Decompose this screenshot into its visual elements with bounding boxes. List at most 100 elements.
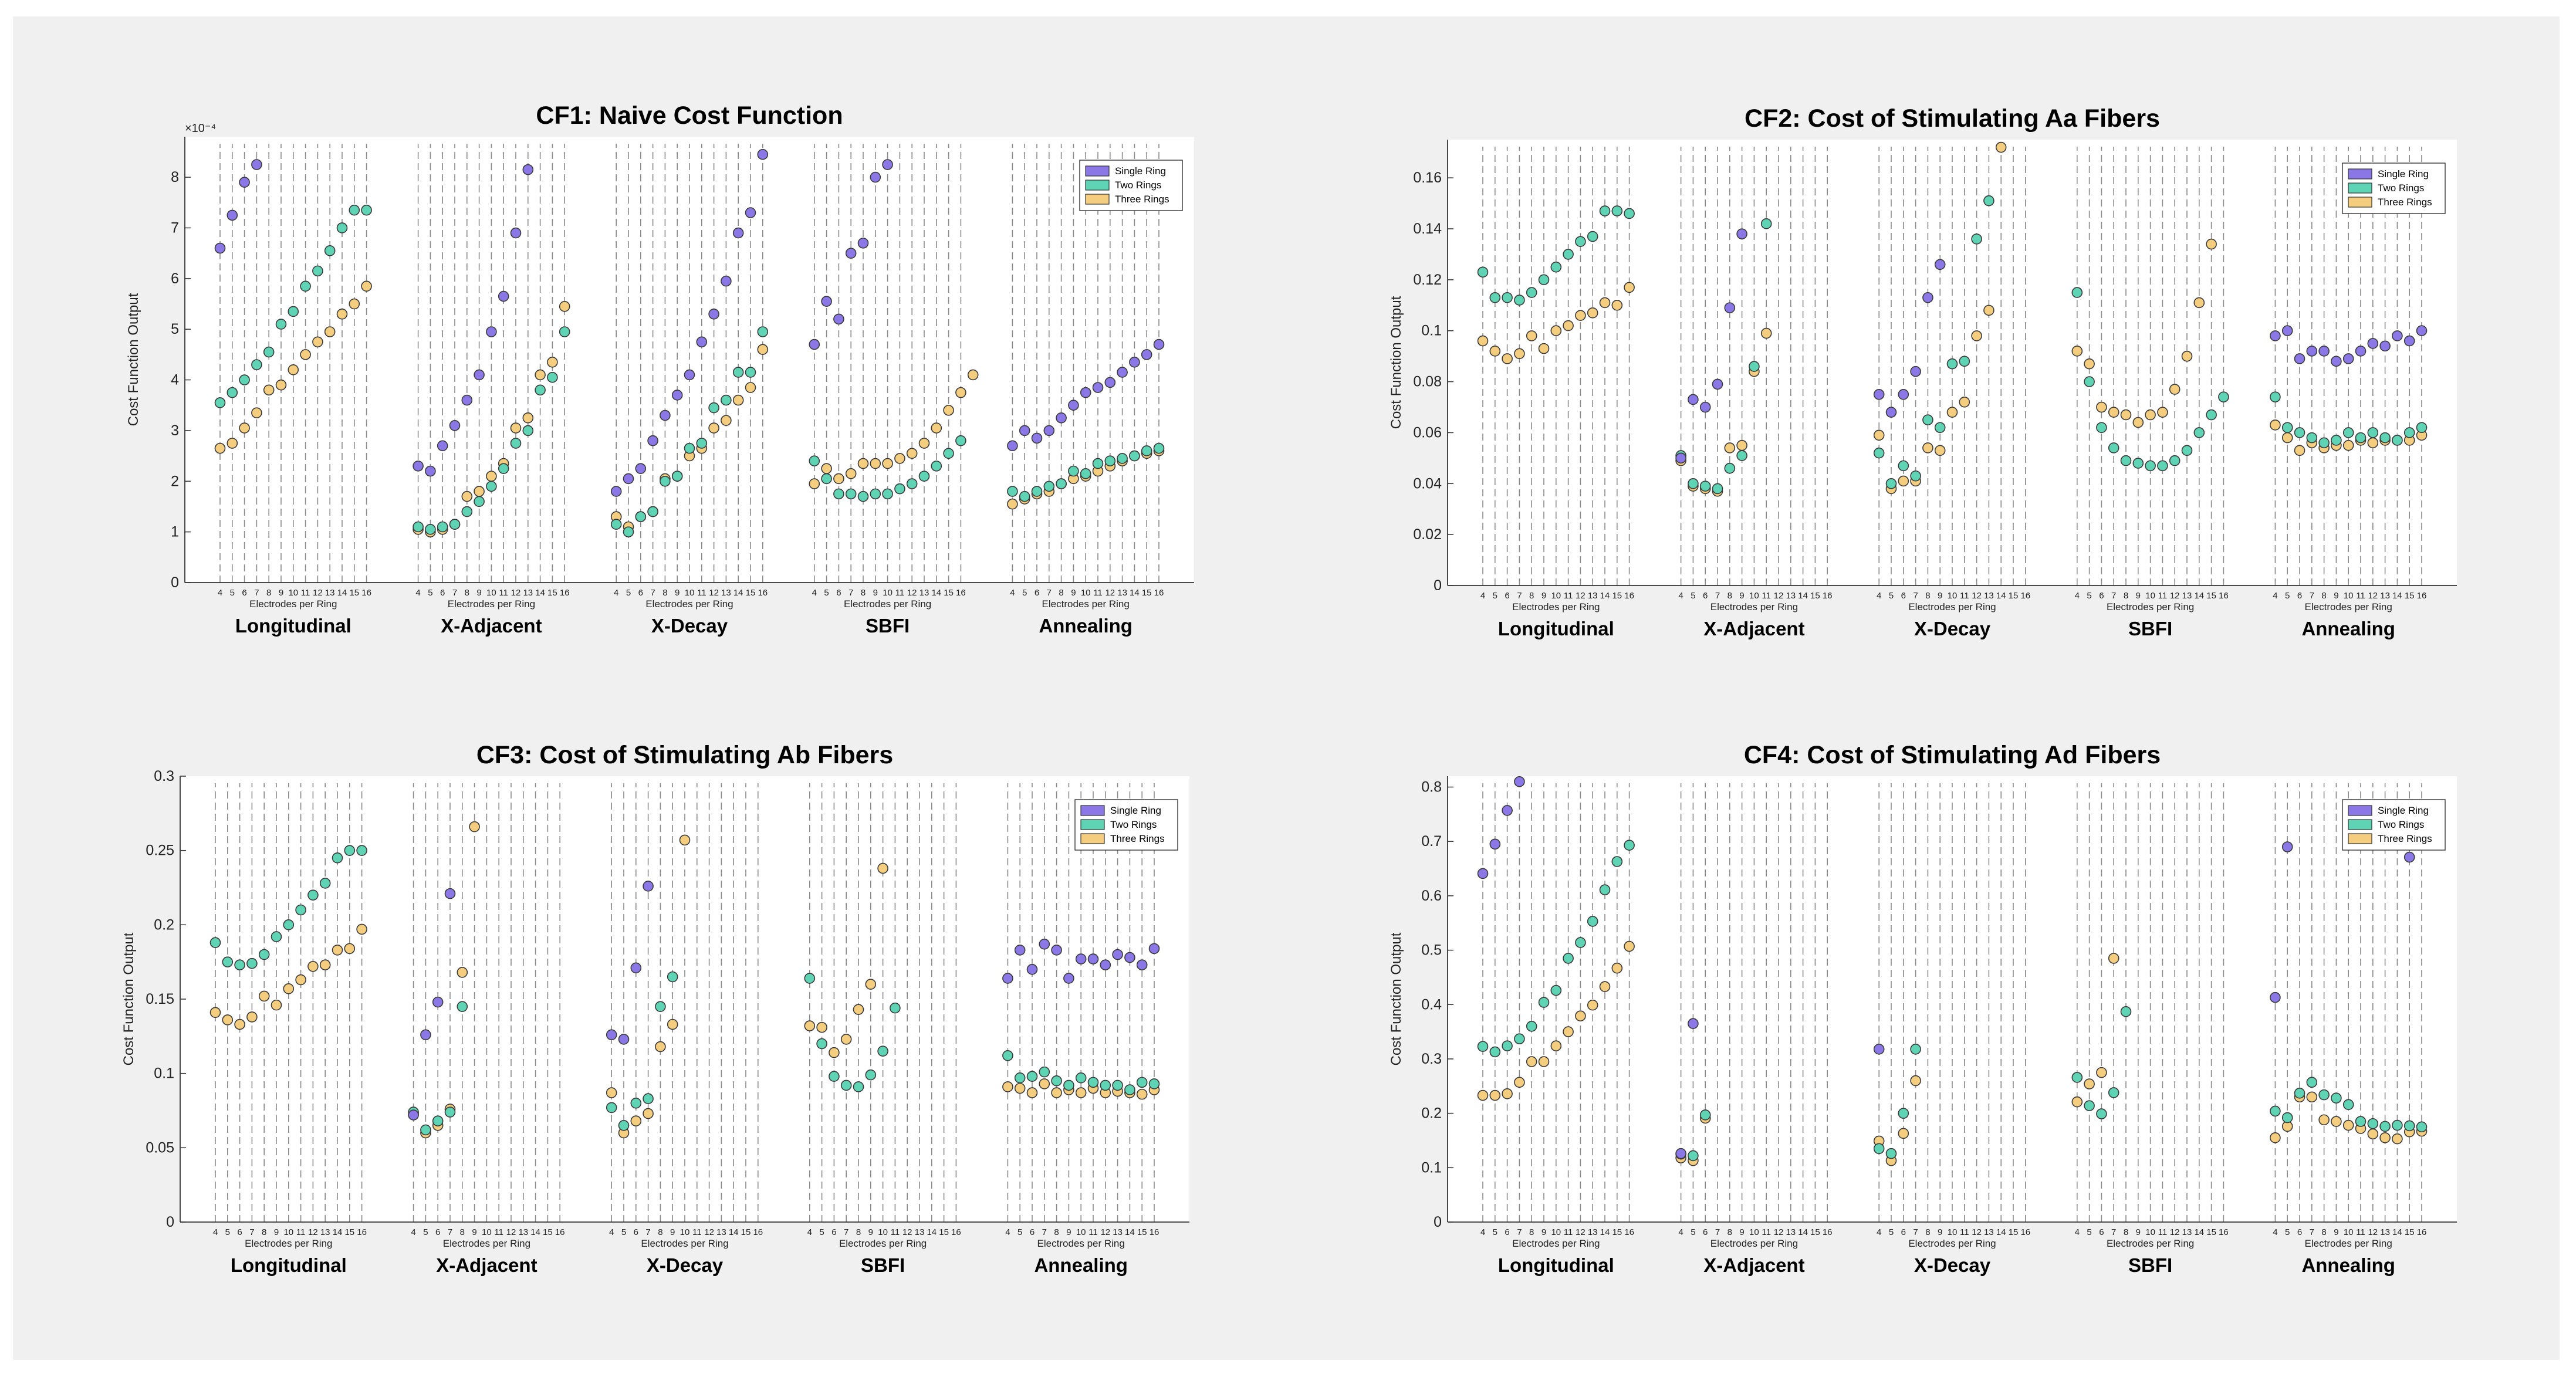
two-rings-point: [1688, 478, 1699, 489]
two-rings-point: [474, 496, 485, 507]
single-ring-point: [1724, 302, 1736, 313]
electrode-tick-label: 16: [956, 588, 966, 598]
electrode-tick-label: 9: [670, 1227, 675, 1237]
single-ring-point: [696, 336, 708, 348]
electrode-tick-label: 7: [249, 1227, 254, 1237]
two-rings-point: [955, 435, 966, 446]
single-ring-point: [1075, 953, 1087, 964]
two-rings-point: [1946, 358, 1958, 370]
electrode-tick-label: 4: [1010, 588, 1015, 598]
electrode-tick-label: 6: [1030, 1227, 1035, 1237]
three-rings-point: [559, 301, 570, 312]
chart-cf3: CF3: Cost of Stimulating Ab Fibers Cost F…: [121, 741, 1189, 1276]
electrode-tick-label: 9: [476, 588, 481, 598]
single-ring-point: [2403, 335, 2415, 347]
two-rings-point: [1611, 856, 1623, 867]
x-axis-label: Electrodes per Ring: [2107, 1238, 2194, 1249]
electrode-tick-label: 4: [1877, 591, 1881, 601]
electrode-tick-label: 8: [2124, 591, 2128, 601]
two-rings-point: [437, 521, 448, 533]
two-rings-point: [1910, 470, 1921, 482]
electrode-tick-label: 14: [535, 588, 545, 598]
two-rings-point: [444, 1106, 456, 1118]
three-rings-point: [931, 422, 942, 434]
electrode-tick-label: 10: [1076, 1227, 1086, 1237]
two-rings-point: [2355, 1116, 2367, 1127]
single-ring-point: [474, 369, 485, 381]
x-axis-label: Electrodes per Ring: [1512, 1238, 1600, 1249]
electrode-tick-label: 8: [2124, 1227, 2128, 1237]
two-rings-point: [2096, 422, 2107, 434]
electrode-tick-label: 13: [1786, 591, 1796, 601]
x-axis-label: Electrodes per Ring: [249, 598, 337, 610]
single-ring-point: [461, 394, 473, 406]
three-rings-point: [510, 422, 522, 434]
three-rings-point: [1026, 1087, 1038, 1098]
two-rings-point: [684, 442, 695, 454]
two-rings-point: [239, 374, 250, 385]
y-tick-label: 0.8: [1421, 779, 1442, 796]
single-ring-point: [630, 962, 642, 974]
electrode-tick-label: 4: [415, 588, 420, 598]
y-tick-label: 0.3: [154, 768, 174, 784]
electrode-tick-label: 8: [662, 588, 667, 598]
three-rings-point: [2367, 1128, 2379, 1140]
electrode-tick-label: 14: [1125, 1227, 1135, 1237]
single-ring-point: [870, 171, 881, 183]
electrode-tick-label: 16: [1823, 591, 1833, 601]
two-rings-point: [623, 526, 634, 537]
two-rings-point: [1611, 205, 1623, 216]
electrode-tick-label: 5: [1691, 1227, 1695, 1237]
electrode-tick-label: 13: [919, 588, 929, 598]
y-tick-label: 7: [171, 219, 179, 236]
two-rings-point: [1117, 453, 1128, 464]
two-rings-point: [522, 425, 534, 436]
two-rings-point: [1599, 205, 1611, 216]
two-rings-point: [2331, 1092, 2342, 1104]
single-ring-point: [1922, 292, 1933, 303]
x-axis-label: Electrodes per Ring: [1042, 598, 1130, 610]
three-rings-point: [606, 1087, 617, 1098]
two-rings-point: [319, 878, 331, 889]
x-axis-label: Electrodes per Ring: [1037, 1238, 1125, 1249]
electrode-tick-label: 7: [1715, 591, 1720, 601]
two-rings-point: [1075, 1072, 1087, 1084]
electrode-tick-label: 5: [819, 1227, 824, 1237]
two-rings-point: [2294, 427, 2305, 438]
electrode-tick-label: 13: [716, 1227, 726, 1237]
single-ring-point: [1002, 973, 1013, 984]
three-rings-point: [486, 471, 497, 482]
method-label: SBFI: [866, 615, 910, 637]
three-rings-point: [1736, 439, 1747, 451]
two-rings-point: [2157, 460, 2168, 472]
three-rings-point: [2145, 409, 2156, 421]
electrode-tick-label: 16: [1624, 1227, 1634, 1237]
electrode-tick-label: 6: [1901, 1227, 1906, 1237]
two-rings-point: [635, 511, 647, 523]
electrode-tick-label: 7: [645, 1227, 650, 1237]
single-ring-point: [2281, 841, 2293, 852]
two-rings-point: [1898, 460, 1909, 472]
method-label: X-Adjacent: [441, 615, 542, 637]
two-rings-point: [870, 488, 881, 500]
x-axis-label: Electrodes per Ring: [641, 1238, 728, 1249]
single-ring-point: [2270, 991, 2281, 1003]
two-rings-point: [251, 359, 262, 370]
single-ring-point: [1675, 1148, 1686, 1159]
electrode-tick-label: 6: [237, 1227, 242, 1237]
two-rings-point: [336, 222, 348, 233]
electrode-tick-label: 15: [2405, 591, 2415, 601]
y-tick-label: 0.08: [1413, 374, 1442, 390]
two-rings-point: [2270, 1105, 2281, 1117]
electrode-tick-label: 16: [2219, 591, 2229, 601]
single-ring-point: [1026, 964, 1038, 975]
electrode-tick-label: 15: [2206, 1227, 2216, 1237]
electrode-tick-label: 4: [2273, 591, 2277, 601]
single-ring-point: [857, 238, 869, 249]
two-rings-point: [222, 956, 234, 967]
legend-swatch: [2348, 168, 2372, 180]
two-rings-point: [1063, 1079, 1074, 1091]
two-rings-point: [647, 506, 658, 517]
two-rings-point: [1039, 1066, 1050, 1078]
two-rings-point: [1538, 997, 1550, 1008]
